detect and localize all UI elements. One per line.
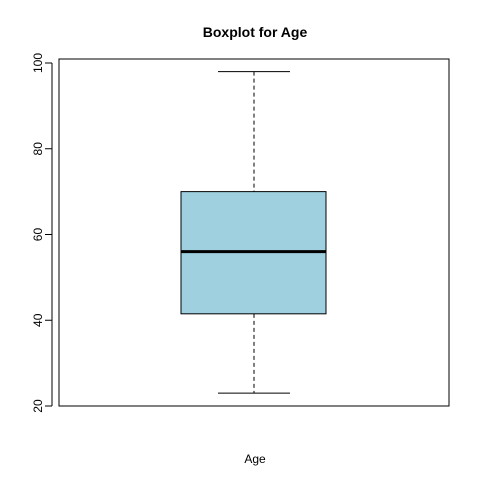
plot-frame [58,58,450,407]
y-tick-label: 80 [31,142,45,156]
y-axis: 20 40 60 80 100 [31,53,53,413]
y-tick-label: 100 [31,53,45,73]
box-group [180,71,327,394]
chart-title: Boxplot for Age [203,24,308,40]
y-tick-label: 20 [31,399,45,413]
x-axis-label: Age [244,452,266,466]
y-tick-label: 60 [31,228,45,242]
y-tick-label: 40 [31,313,45,327]
